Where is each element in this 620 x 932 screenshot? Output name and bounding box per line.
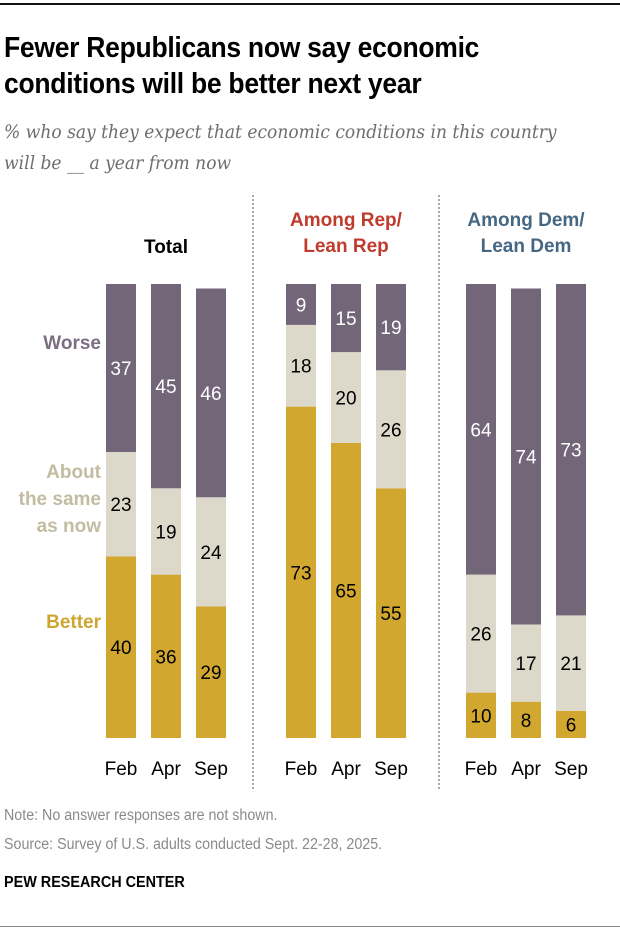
- data-label: 24: [200, 543, 222, 564]
- bar-segment-worse: [466, 284, 496, 575]
- data-label: 46: [200, 384, 221, 405]
- bar-segment-about-the-same-as-now: [286, 324, 316, 407]
- bar-segment-better: [556, 710, 586, 738]
- bar-segment-worse: [331, 284, 361, 353]
- chart-title: Fewer Republicans now say economic condi…: [4, 32, 480, 100]
- bar-segment-better: [196, 606, 226, 738]
- x-tick-label: Apr: [511, 759, 541, 780]
- bar-segment-worse: [196, 288, 226, 498]
- x-tick-label: Sep: [554, 759, 588, 780]
- data-label: 15: [335, 309, 356, 330]
- data-label: 9: [296, 295, 307, 316]
- x-tick-label: Sep: [374, 759, 408, 780]
- data-label: 20: [335, 389, 356, 410]
- data-label: 73: [560, 441, 581, 462]
- data-label: 21: [560, 654, 581, 675]
- data-label: 26: [380, 420, 401, 441]
- bar-segment-better: [331, 442, 361, 738]
- legend-label-worse: Worse: [43, 333, 101, 354]
- bar-segment-about-the-same-as-now: [151, 488, 181, 575]
- data-label: 65: [335, 582, 356, 603]
- x-tick-label: Apr: [151, 759, 181, 780]
- bar-segment-worse: [376, 284, 406, 371]
- bar-segment-better: [106, 556, 136, 738]
- data-label: 45: [155, 377, 176, 398]
- bar-segment-better: [466, 692, 496, 738]
- bar-segment-better: [511, 701, 541, 738]
- data-label: 8: [521, 711, 532, 732]
- legend-label-same: as now: [37, 516, 102, 537]
- bar-segment-about-the-same-as-now: [466, 574, 496, 693]
- bar-segment-worse: [556, 284, 586, 616]
- stacked-bar-chart: Total 40 23 37 Feb 36 19 45 Apr 29 24 46 Sep Among Re…: [19, 195, 588, 790]
- panel-title: Total: [144, 237, 188, 258]
- data-label: 19: [380, 318, 401, 339]
- data-label: 18: [290, 357, 311, 378]
- data-label: 10: [470, 706, 491, 727]
- bar-segment-about-the-same-as-now: [511, 624, 541, 702]
- data-label: 26: [470, 625, 491, 646]
- chart-subtitle: % who say they expect that economic cond…: [4, 121, 557, 174]
- bar-segment-about-the-same-as-now: [196, 497, 226, 607]
- data-label: 23: [110, 495, 131, 516]
- legend-label-better: Better: [46, 612, 102, 633]
- bar-segment-worse: [151, 284, 181, 489]
- x-tick-label: Feb: [285, 759, 318, 780]
- x-tick-label: Apr: [331, 759, 361, 780]
- bar-segment-worse: [511, 288, 541, 625]
- x-tick-label: Feb: [105, 759, 138, 780]
- chart-source: Source: Survey of U.S. adults conducted …: [4, 836, 383, 853]
- data-label: 73: [290, 563, 311, 584]
- bar-segment-about-the-same-as-now: [556, 615, 586, 711]
- data-label: 6: [566, 715, 577, 736]
- data-label: 36: [155, 647, 176, 668]
- panel-title: Among Rep/: [290, 210, 403, 231]
- bar-segment-worse: [286, 284, 316, 325]
- data-label: 17: [515, 654, 536, 675]
- panel-title: Lean Rep: [303, 236, 389, 257]
- panel-title: Among Dem/: [467, 210, 585, 231]
- data-label: 37: [110, 359, 131, 380]
- bar-segment-better: [151, 574, 181, 738]
- brand-logo-text: PEW RESEARCH CENTER: [4, 874, 185, 891]
- bar-segment-about-the-same-as-now: [106, 452, 136, 557]
- data-label: 40: [110, 638, 131, 659]
- data-label: 55: [380, 604, 401, 625]
- legend-label-same: About: [46, 462, 102, 483]
- legend-label-same: the same: [19, 489, 101, 510]
- bar-segment-better: [376, 488, 406, 738]
- bar-segment-worse: [106, 284, 136, 452]
- data-label: 64: [470, 420, 492, 441]
- bar-segment-better: [286, 406, 316, 738]
- bar-segment-about-the-same-as-now: [376, 370, 406, 489]
- top-rule: [0, 3, 620, 5]
- chart-note: Note: No answer responses are not shown.: [4, 807, 278, 824]
- bar-segment-about-the-same-as-now: [331, 352, 361, 443]
- data-label: 19: [155, 522, 176, 543]
- data-label: 74: [515, 448, 537, 469]
- bottom-rule: [0, 926, 620, 927]
- data-label: 29: [200, 663, 221, 684]
- panel-title: Lean Dem: [481, 236, 572, 257]
- x-tick-label: Sep: [194, 759, 228, 780]
- x-tick-label: Feb: [465, 759, 498, 780]
